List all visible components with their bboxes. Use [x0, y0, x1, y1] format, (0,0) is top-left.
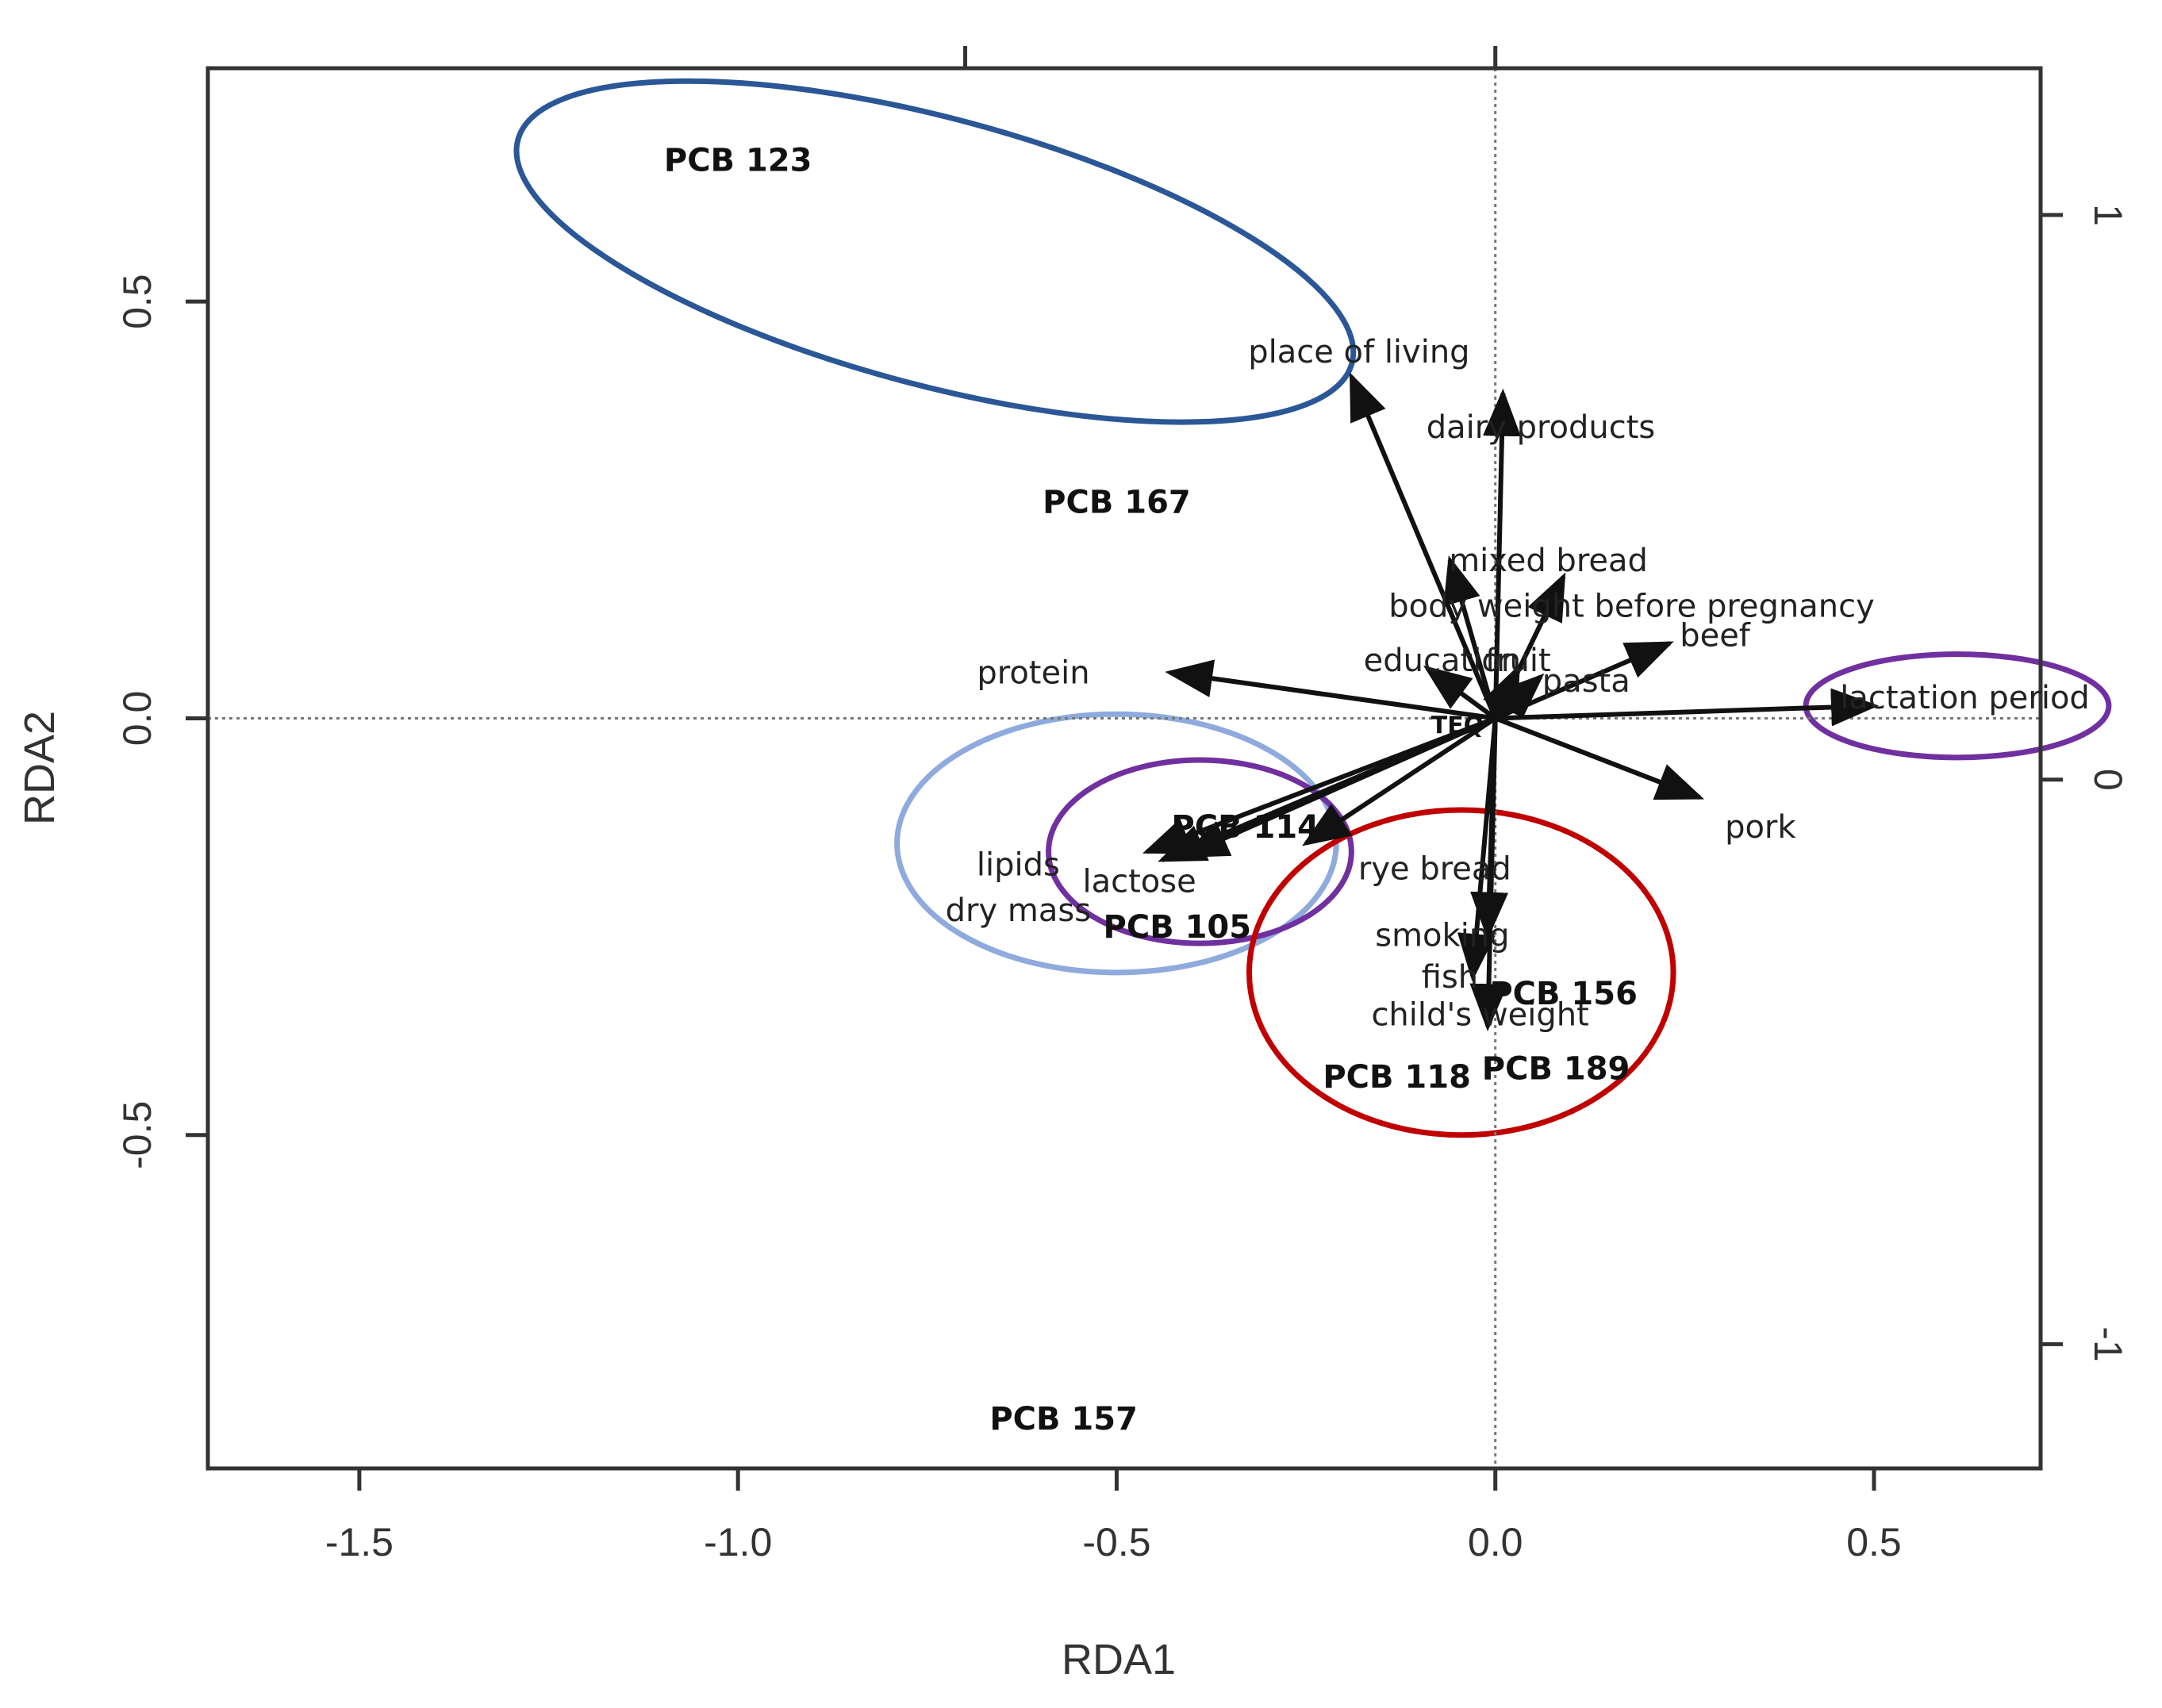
vector-arrow-rye-bread — [1302, 716, 1497, 846]
y-tick-label: 0.5 — [115, 274, 159, 329]
x-tick-label: -1.5 — [325, 1520, 394, 1564]
species-label-pcb-157: PCB 157 — [989, 1401, 1138, 1437]
vector-label-smoking: smoking — [1375, 918, 1509, 954]
vector-label-dairy-products: dairy products — [1427, 409, 1656, 446]
vector-arrow-fruit — [1483, 663, 1521, 720]
x-tick-label: -0.5 — [1082, 1520, 1150, 1564]
vector-label-lipids: lipids — [977, 846, 1060, 883]
species-label-pcb-118: PCB 118 — [1323, 1059, 1471, 1096]
species-label-pcb-114: PCB 114 — [1171, 809, 1319, 846]
vector-label-child-s-weight: child's weight — [1371, 996, 1588, 1033]
vector-label-beef: beef — [1680, 617, 1751, 654]
vector-label-dry-mass: dry mass — [946, 892, 1091, 929]
grouping-ellipse-1 — [513, 78, 1357, 425]
vector-label-lactose: lactose — [1082, 863, 1196, 900]
vector-label-lactation-period: lactation period — [1840, 680, 2090, 716]
vector-label-protein: protein — [977, 655, 1089, 692]
vector-arrow-dry-mass — [1158, 716, 1496, 862]
secondary-tick-label: 1 — [2086, 204, 2130, 226]
x-tick-label: -1.0 — [704, 1520, 772, 1564]
y-tick-label: 0.0 — [115, 691, 159, 747]
vector-label-fish: fish — [1422, 959, 1478, 996]
vector-arrow-fish — [1457, 718, 1498, 982]
vector-label-rye-bread: rye bread — [1358, 851, 1511, 888]
vector-label-mixed-bread: mixed bread — [1449, 543, 1648, 579]
x-tick-label: 0.0 — [1468, 1520, 1523, 1564]
species-label-pcb-105: PCB 105 — [1104, 909, 1252, 946]
species-label-pcb-167: PCB 167 — [1043, 484, 1191, 520]
species-label-pcb-189: PCB 189 — [1482, 1051, 1630, 1088]
species-label-pcb-123: PCB 123 — [664, 143, 812, 179]
vector-label-place-of-living: place of living — [1248, 334, 1469, 370]
y-tick-label: -0.5 — [115, 1101, 159, 1169]
vector-arrow-protein — [1165, 659, 1496, 721]
x-axis-title: RDA1 — [1062, 1636, 1176, 1683]
vector-label-pork: pork — [1725, 809, 1796, 846]
vector-arrow-pork — [1494, 716, 1705, 800]
vector-arrow-place-of-living — [1349, 372, 1498, 720]
plot-frame — [205, 66, 2043, 1471]
grouping-ellipse-3 — [1046, 757, 1354, 946]
vector-label-body-weight-before-pregnancy: body weight before pregnancy — [1388, 589, 1875, 625]
y-axis-title: RDA2 — [16, 711, 63, 825]
vector-arrow-lactation-period — [1495, 688, 1879, 727]
grouping-ellipse-5 — [1246, 807, 1676, 1138]
vector-label-pasta: pasta — [1542, 663, 1630, 700]
x-tick-label: 0.5 — [1846, 1520, 1902, 1564]
secondary-tick-label: 0 — [2086, 769, 2130, 791]
vector-label-education: education — [1364, 643, 1521, 679]
vector-label-fruit: fruit — [1485, 643, 1551, 679]
secondary-tick-label: -1 — [2086, 1326, 2130, 1361]
species-label-pcb-156: PCB 156 — [1489, 976, 1638, 1012]
vector-arrow-child-s-weight — [1469, 718, 1508, 1032]
species-label-teq: TEQ — [1431, 712, 1484, 740]
